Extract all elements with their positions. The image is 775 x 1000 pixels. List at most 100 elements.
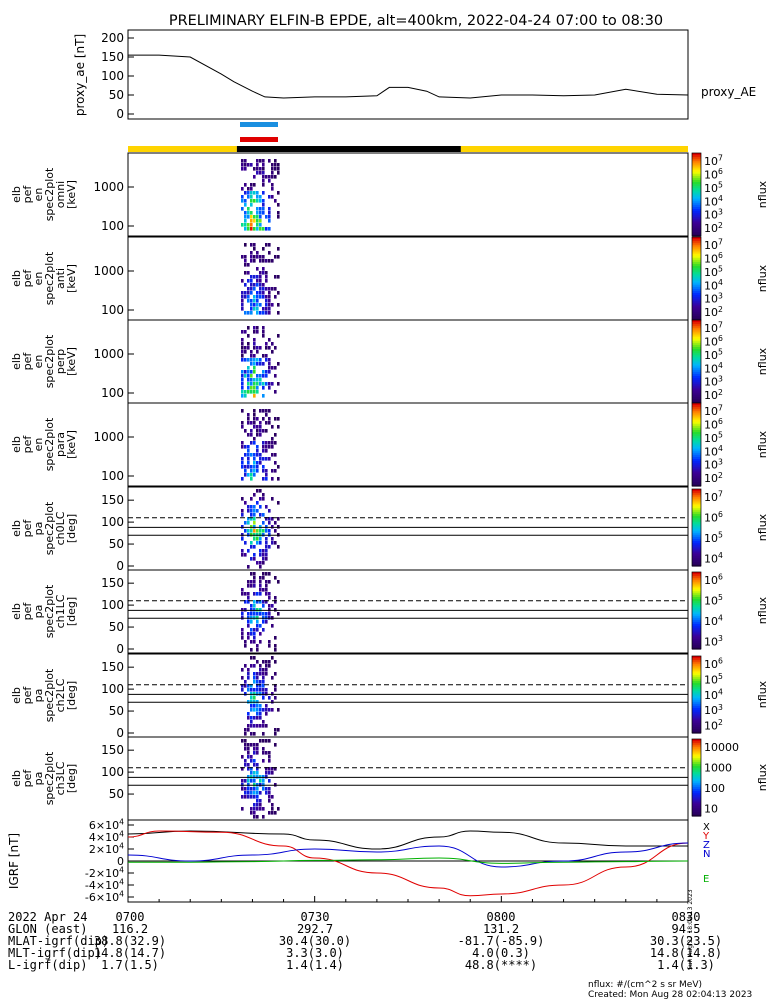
spectrogram-pixel — [244, 243, 247, 247]
spectrogram-pixel — [271, 517, 274, 521]
pa-panel-frame — [127, 653, 689, 738]
spectrogram-pixel — [250, 275, 253, 279]
colorbar-cell — [692, 577, 701, 581]
spectrogram-pixel — [256, 283, 259, 287]
spectrogram-pixel — [241, 688, 244, 692]
spectrogram-pixel — [256, 251, 259, 255]
panel-ylabel-line: pef — [21, 352, 34, 371]
spectrogram-pixel — [253, 811, 256, 815]
spectrogram-pixel — [247, 728, 250, 732]
colorbar-cell — [692, 671, 701, 674]
spectrogram-pixel — [262, 267, 265, 271]
spectrogram-pixel — [265, 374, 268, 378]
spectrogram-pixel — [265, 588, 268, 592]
spectrogram-pixel — [265, 572, 268, 576]
panel-ylabel-line: [deg] — [65, 764, 78, 793]
spectrogram-pixel — [265, 215, 268, 219]
spectrogram-pixel — [268, 644, 271, 648]
colorbar-cell — [692, 641, 701, 644]
colorbar-cell — [692, 627, 701, 631]
spectrogram-pixel — [268, 739, 271, 743]
igrf-legend-x: X — [703, 822, 710, 833]
colorbar-cell — [692, 353, 701, 356]
spectrogram-pixel — [259, 664, 262, 668]
panel-ylabel-line: spec2plot — [43, 251, 56, 305]
spectrogram-pixel — [253, 584, 256, 588]
colorbar-cell — [692, 322, 701, 325]
colorbar-cell — [692, 483, 701, 487]
panel-ylabel-line: pa — [32, 605, 45, 619]
colorbar-cell — [692, 386, 701, 390]
spectrogram-pixel — [268, 211, 271, 215]
colorbar-cell — [692, 688, 701, 692]
colorbar-cell — [692, 249, 701, 253]
colorbar-cell — [692, 682, 701, 686]
spectrogram-pixel — [256, 680, 259, 684]
spectrogram-pixel — [247, 445, 250, 449]
spectrogram-pixel — [256, 763, 259, 767]
colorbar-cell — [692, 593, 701, 596]
spectrogram-pixel — [241, 350, 244, 354]
colorbar-cell — [692, 313, 701, 317]
spectrogram-pixel — [244, 255, 247, 259]
colorbar-cell — [692, 394, 701, 398]
spectrogram-pixel — [241, 303, 244, 307]
orbit-row-label: L-igrf(dip) — [8, 958, 87, 972]
spectrogram-pixel — [268, 287, 271, 291]
colorbar-cell — [692, 604, 701, 608]
pa-ytick-label: 50 — [109, 787, 124, 801]
colorbar-cell — [692, 467, 701, 470]
colorbar-cell — [692, 382, 701, 385]
spectrogram-pixel — [244, 167, 247, 171]
spectrogram-pixel — [262, 287, 265, 291]
spectrogram-pixel — [256, 537, 259, 541]
spectrogram-pixel — [244, 469, 247, 473]
colorbar-cell — [692, 438, 701, 441]
spectrogram-pixel — [250, 382, 253, 386]
colorbar-cell — [692, 690, 701, 694]
spectrogram-pixel — [259, 283, 262, 287]
spectrogram-pixel — [250, 465, 253, 469]
spectrogram-pixel — [259, 421, 262, 425]
spectrogram-pixel — [271, 366, 274, 370]
spectrogram-pixel — [247, 763, 250, 767]
colorbar-cell — [692, 182, 701, 185]
panel-ylabel-line: [deg] — [65, 597, 78, 626]
spectrogram-pixel — [259, 640, 262, 644]
pa-ytick-label: 150 — [101, 743, 124, 757]
spectrogram-pixel — [262, 203, 265, 207]
spectrogram-pixel — [253, 461, 256, 465]
spectrogram-pixel — [262, 255, 265, 259]
spectrogram-pixel — [256, 386, 259, 390]
colorbar-cell — [692, 255, 701, 259]
spectrogram-pixel — [259, 553, 262, 557]
spectrogram-pixel — [259, 199, 262, 203]
colorbar-cell — [692, 305, 701, 309]
spectrogram-pixel — [241, 497, 244, 501]
spectrogram-pixel — [253, 696, 256, 700]
spectrogram-pixel — [262, 247, 265, 251]
colorbar-label: nflux — [756, 264, 769, 292]
spectrogram-pixel — [241, 465, 244, 469]
spectrogram-pixel — [256, 159, 259, 163]
spectrogram-pixel — [262, 417, 265, 421]
colorbar-cell — [692, 789, 701, 792]
panel-ylabel-line: elb — [10, 770, 23, 787]
colorbar-cell — [692, 802, 701, 806]
panel-ylabel-line: spec2plot — [43, 167, 56, 221]
panel-ylabel-line: spec2plot — [43, 334, 56, 388]
spectrogram-pixel — [265, 767, 268, 771]
spectrogram-pixel — [253, 763, 256, 767]
colorbar-cell — [692, 215, 701, 218]
colorbar-tick-label: 103 — [704, 634, 723, 648]
pa-ytick-label: 100 — [101, 515, 124, 529]
spectrogram-pixel — [253, 167, 256, 171]
spectrogram-pixel — [241, 187, 244, 191]
spectrogram-pixel — [244, 795, 247, 799]
spectrogram-pixel — [256, 382, 259, 386]
colorbar-cell — [692, 237, 701, 240]
colorbar-cell — [692, 239, 701, 242]
